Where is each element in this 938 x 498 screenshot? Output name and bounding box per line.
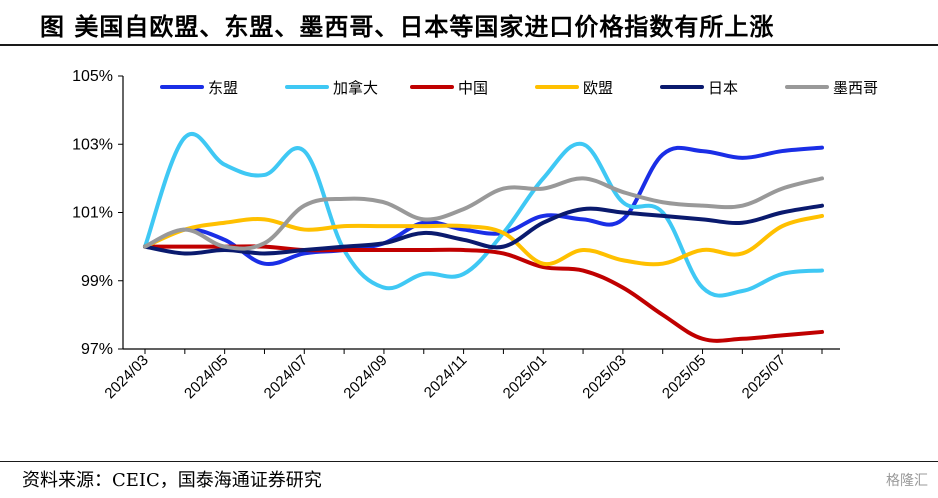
- legend-label: 加拿大: [333, 79, 378, 97]
- chart-title: 图 美国自欧盟、东盟、墨西哥、日本等国家进口价格指数有所上涨: [40, 12, 775, 41]
- x-tick-label: 2025/05: [659, 352, 709, 402]
- x-tick-label: 2025/07: [739, 352, 789, 402]
- y-tick-label: 103%: [72, 136, 113, 153]
- x-tick-label: 2025/01: [500, 352, 550, 402]
- title-bar: 图 美国自欧盟、东盟、墨西哥、日本等国家进口价格指数有所上涨: [0, 0, 938, 44]
- y-tick-label: 105%: [72, 68, 113, 85]
- top-rule: [0, 44, 938, 46]
- series-line-0: [143, 145, 824, 267]
- legend-label: 东盟: [208, 79, 238, 97]
- x-tick-label: 2024/09: [340, 352, 390, 402]
- bottom-rule: [0, 461, 938, 462]
- series-line-5: [143, 176, 824, 251]
- legend-label: 日本: [708, 79, 738, 97]
- series-line-4: [143, 203, 824, 256]
- series-line-1: [143, 132, 824, 298]
- watermark-logo: 格隆汇: [886, 473, 928, 489]
- x-tick-label: 2024/05: [181, 352, 231, 402]
- chart-lines: [143, 132, 824, 343]
- chart-legend: 东盟 加拿大 中国 欧盟 日本 墨西哥: [160, 79, 878, 97]
- legend-label: 欧盟: [583, 79, 613, 97]
- x-tick-label: 2024/11: [421, 352, 471, 402]
- x-tick-label: 2024/03: [101, 352, 151, 402]
- source-note: 资料来源：CEIC，国泰海通证券研究: [22, 470, 322, 491]
- x-tick-label: 2025/03: [579, 352, 629, 402]
- y-tick-label: 97%: [81, 341, 113, 358]
- chart-axes: 97% 99% 101% 103% 105% 2024/03 2024/05 2024/07 2…: [72, 68, 840, 402]
- legend-label: 中国: [458, 79, 488, 97]
- y-tick-label: 101%: [72, 205, 113, 222]
- legend-label: 墨西哥: [833, 79, 878, 97]
- x-tick-label: 2024/07: [261, 352, 311, 402]
- line-chart: 97% 99% 101% 103% 105% 2024/03 2024/05 2024/07 2…: [72, 68, 878, 402]
- series-line-3: [143, 213, 824, 267]
- y-tick-label: 99%: [81, 273, 113, 290]
